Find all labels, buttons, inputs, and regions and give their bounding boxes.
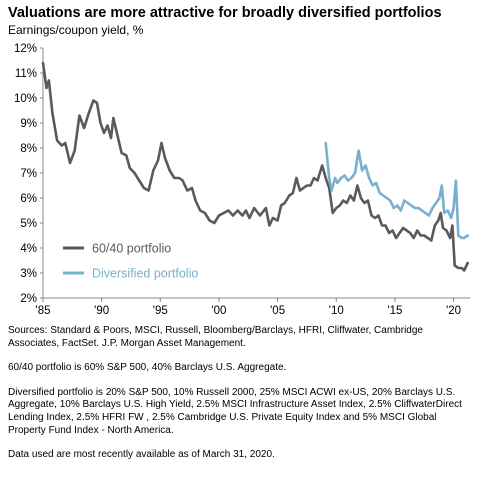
y-tick-label: 8% [20, 143, 37, 155]
y-tick-label: 3% [20, 268, 37, 280]
x-tick-label: '90 [94, 305, 109, 317]
y-tick-label: 4% [20, 243, 37, 255]
y-tick-label: 11% [15, 68, 37, 80]
x-axis: '85 '90 '95 '00 '05 '10 '15 '20 [36, 297, 470, 317]
legend-label: Diversified portfolio [92, 267, 198, 281]
data-date-note: Data used are most recently available as… [8, 449, 275, 461]
y-tick-label: 10% [14, 93, 37, 105]
y-tick-label: 7% [20, 168, 37, 180]
diversified-note: Diversified portfolio is 20% S&P 500, 10… [8, 386, 462, 436]
x-tick-label: '05 [270, 305, 285, 317]
series-line-sixty-forty [41, 61, 469, 272]
legend-label: 60/40 portfolio [92, 242, 171, 256]
chart-title: Valuations are more attractive for broad… [8, 5, 442, 21]
x-tick-label: '20 [446, 305, 461, 317]
x-tick-label: '15 [387, 305, 402, 317]
line-chart: 2% 3% 4% 5% 6% 7% 8% 9% 10% 11% 12% '85 '90 '95 '00 '0… [14, 43, 470, 317]
series-line-diversified [324, 141, 469, 240]
x-tick-label: '95 [153, 305, 168, 317]
sixty-forty-note: 60/40 portfolio is 60% S&P 500, 40% Barc… [8, 362, 287, 374]
y-axis: 2% 3% 4% 5% 6% 7% 8% 9% 10% 11% 12% [14, 43, 44, 305]
x-tick-label: '10 [329, 305, 344, 317]
chart-subtitle: Earnings/coupon yield, % [8, 23, 144, 37]
sources-note: Sources: Standard & Poors, MSCI, Russell… [8, 325, 423, 349]
series-layer [41, 61, 469, 272]
x-tick-label: '00 [211, 305, 226, 317]
y-tick-label: 5% [20, 218, 37, 230]
y-tick-label: 6% [20, 193, 37, 205]
footnotes: Sources: Standard & Poors, MSCI, Russell… [8, 325, 476, 474]
y-tick-label: 9% [20, 118, 37, 130]
y-tick-label: 12% [14, 43, 37, 55]
y-tick-label: 2% [20, 293, 37, 305]
legend: 60/40 portfolio Diversified portfolio [63, 242, 198, 281]
x-tick-label: '85 [36, 305, 51, 317]
